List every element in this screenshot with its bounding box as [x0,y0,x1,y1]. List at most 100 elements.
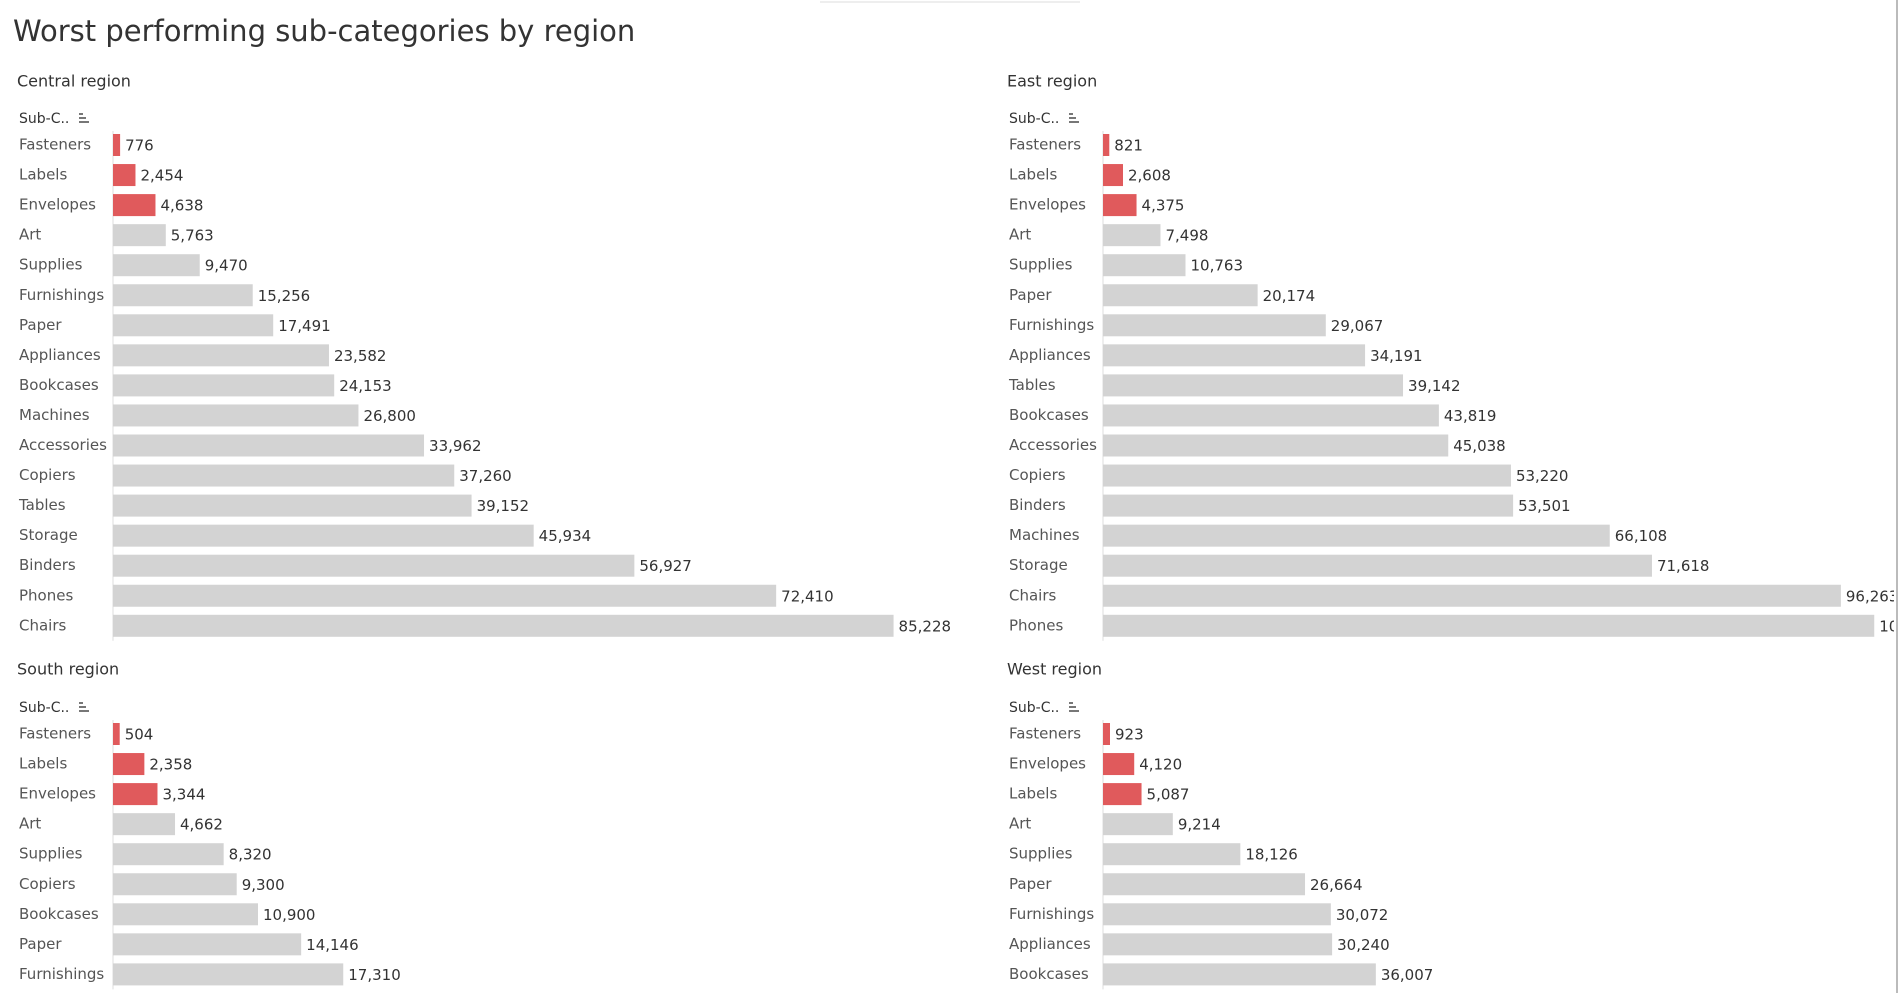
bar [1103,374,1404,397]
bar [113,464,455,487]
value-label: 821 [1114,137,1143,155]
category-label: Copiers [1009,466,1066,484]
bar [1103,813,1173,836]
panel-title: East region [1007,72,1097,91]
bar [113,374,335,397]
bar [1103,614,1875,637]
bar [1103,753,1135,776]
value-label: 2,358 [149,756,192,774]
bar [113,813,176,836]
bar [1103,344,1366,367]
value-label: 37,260 [459,467,512,485]
category-label: Labels [1009,785,1057,803]
category-label: Machines [19,406,90,424]
value-label: 53,220 [1516,467,1569,485]
bar [1103,524,1610,547]
bar [1103,963,1376,986]
category-label: Furnishings [19,965,104,983]
bar [1103,903,1331,926]
category-label: Binders [1009,496,1066,514]
category-label: Paper [19,316,62,334]
category-label: Supplies [19,256,83,274]
category-label: Supplies [1009,845,1073,863]
value-label: 26,664 [1310,876,1363,894]
value-label: 30,072 [1336,906,1389,924]
category-label: Machines [1009,526,1080,544]
category-label: Bookcases [1009,406,1089,424]
value-label: 23,582 [334,347,387,365]
category-label: Supplies [19,845,83,863]
bar [113,314,274,337]
value-label: 43,819 [1444,407,1497,425]
category-label: Storage [1009,556,1068,574]
bar [1103,933,1333,956]
value-label: 8,320 [229,846,272,864]
value-label: 9,300 [242,876,285,894]
value-label: 45,934 [539,527,592,545]
bar [113,584,777,607]
category-label: Furnishings [1009,316,1094,334]
bar [113,434,425,457]
bar [113,404,359,427]
category-label: Paper [19,935,62,953]
bar [113,284,253,307]
bar [1103,584,1841,607]
value-label: 17,310 [348,966,401,984]
bar [113,254,200,277]
value-label: 4,638 [160,197,203,215]
category-label: Accessories [19,436,107,454]
panel-title: Central region [17,72,131,91]
value-label: 4,375 [1142,197,1185,215]
value-label: 10,900 [263,906,316,924]
bar [113,134,121,156]
value-label: 20,174 [1263,287,1316,305]
bar [113,873,237,896]
value-label: 923 [1115,726,1144,744]
bar [113,524,534,547]
value-label: 34,191 [1370,347,1423,365]
category-label: Appliances [19,346,101,364]
category-label: Copiers [19,875,76,893]
category-label: Chairs [1009,586,1057,604]
value-label: 45,038 [1453,437,1506,455]
category-label: Binders [19,556,76,574]
value-label: 66,108 [1615,527,1668,545]
bar [113,554,635,577]
bar [113,843,224,866]
dashboard-title: Worst performing sub-categories by regio… [13,14,635,48]
bar [1103,314,1326,337]
value-label: 39,142 [1408,377,1461,395]
category-label: Art [19,226,41,244]
value-label: 71,618 [1657,557,1710,575]
category-label: Art [1009,226,1031,244]
value-label: 56,927 [639,557,692,575]
category-label: Art [1009,815,1031,833]
panel-title: South region [17,660,119,679]
category-label: Paper [1009,286,1052,304]
bar [113,494,472,517]
value-label: 17,491 [278,317,331,335]
value-label: 9,470 [205,257,248,275]
category-label: Phones [19,586,73,604]
value-label: 4,662 [180,816,223,834]
category-label: Appliances [1009,346,1091,364]
value-label: 100,615 [1879,617,1900,635]
value-label: 504 [125,726,154,744]
category-label: Art [19,815,41,833]
bar [113,344,329,367]
value-label: 776 [125,137,154,155]
bar [113,783,158,806]
bar [1103,224,1161,247]
category-label: Furnishings [1009,905,1094,923]
value-label: 10,763 [1191,257,1244,275]
value-label: 4,120 [1139,756,1182,774]
bar [113,723,120,745]
value-label: 5,087 [1147,786,1190,804]
category-label: Chairs [19,616,67,634]
value-label: 96,263 [1846,587,1899,605]
axis-header: Sub-C.. [19,700,69,716]
value-label: 14,146 [306,936,359,954]
value-label: 3,344 [162,786,205,804]
